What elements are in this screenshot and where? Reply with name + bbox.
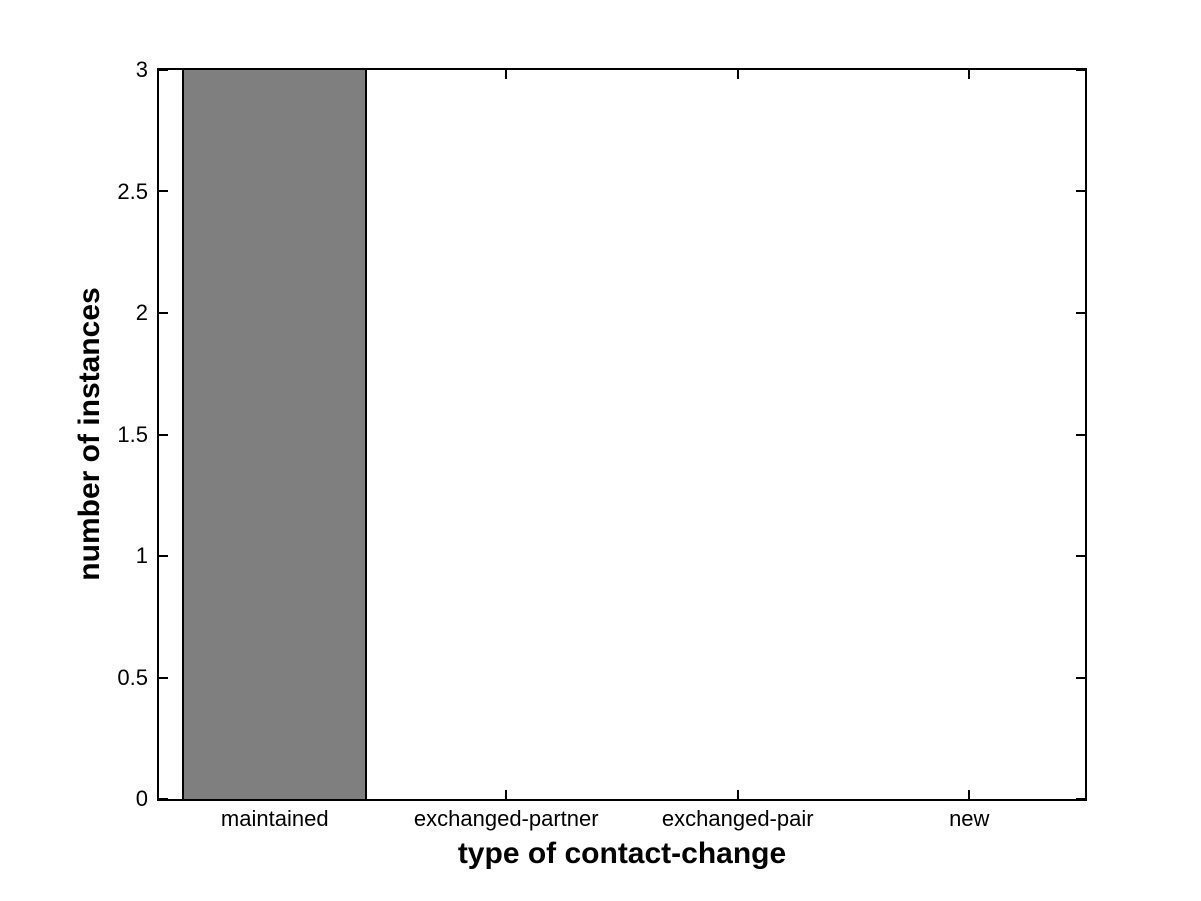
x-axis-tick: [968, 790, 971, 799]
y-axis-tick: [1076, 311, 1085, 314]
x-axis-label: type of contact-change: [457, 837, 787, 870]
y-axis-tick: [1076, 190, 1085, 193]
x-axis-tick: [736, 70, 739, 79]
y-axis-tick: [159, 69, 168, 71]
y-axis-tick: [159, 798, 168, 800]
y-tick-label: 3: [135, 57, 148, 82]
y-axis-tick: [159, 311, 168, 314]
y-tick-label: 2.5: [117, 178, 148, 204]
y-axis-tick: [159, 433, 168, 436]
bar-maintained: [182, 70, 368, 799]
x-tick-label: exchanged-pair: [661, 806, 814, 831]
y-tick-label: 2: [135, 300, 148, 325]
y-tick-label: 0.5: [117, 664, 148, 690]
plot-area: [157, 68, 1087, 801]
y-tick-label: 0: [135, 786, 148, 811]
y-axis-tick: [1076, 676, 1085, 679]
x-tick-label: new: [949, 806, 990, 831]
y-axis-tick: [1076, 554, 1085, 557]
x-tick-label: exchanged-partner: [413, 806, 599, 831]
y-tick-label: 1.5: [117, 421, 148, 447]
x-axis-tick: [736, 790, 739, 799]
x-axis-tick: [505, 70, 508, 79]
y-axis-tick: [159, 190, 168, 193]
x-axis-tick: [505, 790, 508, 799]
x-axis-tick: [968, 70, 971, 79]
x-tick-label: maintained: [220, 806, 329, 831]
y-axis-tick: [1076, 69, 1085, 71]
y-axis-tick: [159, 554, 168, 557]
y-axis-tick: [159, 676, 168, 679]
y-axis-tick: [1076, 798, 1085, 800]
y-axis-tick: [1076, 433, 1085, 436]
y-tick-label: 1: [135, 543, 148, 568]
